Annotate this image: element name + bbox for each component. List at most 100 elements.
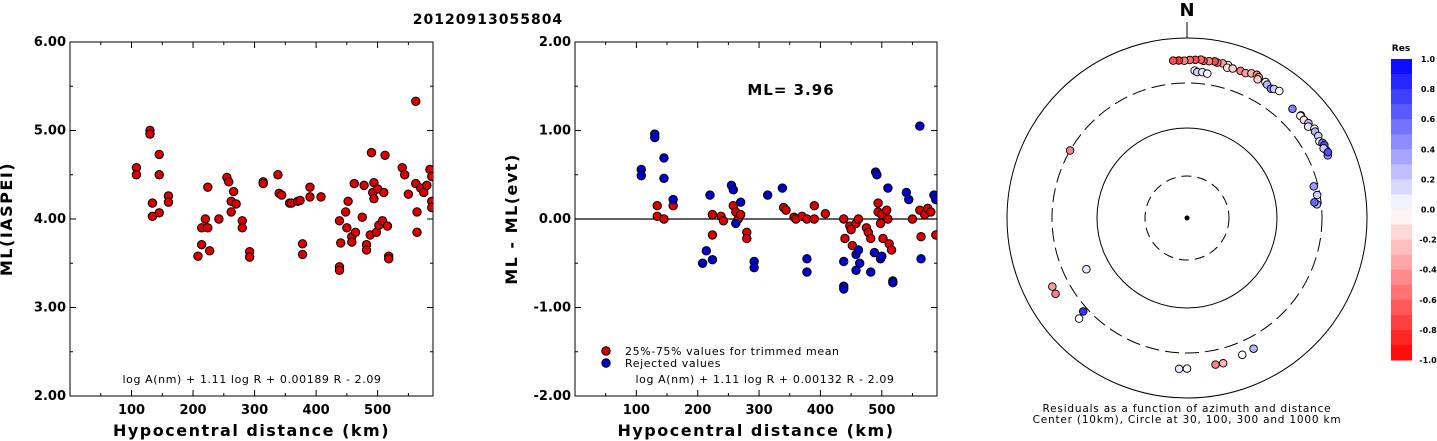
data-point (652, 201, 662, 211)
data-point (866, 267, 876, 277)
colorbar-segment (1391, 134, 1412, 150)
y-tick-label: 6.00 (34, 35, 66, 50)
colorbar-label: -0.2 (1419, 236, 1437, 245)
station-residual-point (1048, 282, 1057, 291)
data-point (735, 197, 746, 207)
data-point (904, 194, 914, 205)
data-point (907, 214, 918, 224)
y-axis-label: ML - ML(evt) (502, 153, 521, 285)
colorbar-segment (1391, 344, 1412, 361)
data-point (336, 238, 346, 248)
data-point (154, 149, 164, 160)
data-point (273, 170, 283, 180)
data-point (873, 198, 883, 208)
colorbar-label: -0.4 (1419, 266, 1437, 275)
y-tick-label: -1.00 (534, 301, 571, 316)
data-point (872, 170, 882, 180)
data-point (147, 198, 158, 208)
data-point (707, 230, 718, 240)
azimuth-residual-panel: N Residuals as a function of azimuth and … (1006, 0, 1368, 426)
station-residual-point (1182, 364, 1192, 373)
data-points (131, 96, 433, 276)
data-point (224, 177, 234, 187)
data-point (659, 214, 669, 224)
data-point (343, 196, 353, 207)
y-tick-label: 4.00 (34, 212, 66, 227)
data-point (705, 190, 715, 200)
data-point (297, 249, 308, 260)
data-point (777, 183, 788, 193)
data-point (839, 284, 849, 294)
data-point (295, 195, 305, 206)
x-tick-label: 400 (807, 403, 834, 418)
data-point (427, 171, 433, 182)
data-point (916, 232, 926, 242)
colorbar-label: 0.6 (1421, 115, 1436, 124)
data-point (809, 201, 819, 211)
colorbar-segment (1391, 194, 1412, 210)
station-residual-point (1051, 289, 1060, 299)
data-point (742, 233, 752, 244)
data-points (636, 121, 937, 294)
data-point (926, 207, 936, 217)
colorbar-segment (1391, 59, 1412, 75)
station-residual-point (1312, 190, 1322, 200)
data-point (853, 245, 864, 255)
event-magnitude-annotation: ML= 3.96 (747, 81, 834, 99)
magnitude-formula: log A(nm) + 1.11 log R + 0.00189 R - 2.0… (122, 373, 381, 386)
data-point (350, 227, 361, 237)
polar-caption-line1: Residuals as a function of azimuth and d… (1043, 403, 1332, 415)
colorbar-label: -1.0 (1419, 356, 1437, 365)
data-point (379, 187, 389, 198)
y-tick-label: 0.00 (539, 212, 571, 227)
colorbar-label: 0.4 (1421, 145, 1436, 154)
colorbar-label: 0.2 (1421, 175, 1435, 184)
residual-vs-distance-panel: 100 200 300 400 500 2.00 1.00 0.00 -1.00 -2.00 Hyp… (502, 35, 938, 440)
data-point (749, 262, 759, 273)
station-residual-point (1078, 307, 1088, 316)
colorbar-segment (1391, 314, 1412, 331)
data-point (403, 189, 414, 199)
station-residual-point (1218, 359, 1228, 368)
data-point (839, 214, 849, 224)
data-point (361, 245, 372, 255)
colorbar-segment (1391, 269, 1412, 286)
x-tick-label: 200 (179, 403, 206, 418)
data-point (883, 183, 893, 193)
data-point (931, 230, 937, 240)
x-tick-label: 300 (241, 403, 268, 418)
ml-vs-distance-panel: 100 200 300 400 500 6.00 5.00 4.00 3.00 2.00 Hypoc… (0, 35, 434, 440)
data-point (334, 216, 345, 226)
data-point (276, 190, 287, 200)
data-point (820, 208, 831, 219)
colorbar-segment (1391, 149, 1412, 165)
data-point (881, 205, 892, 215)
data-point (347, 237, 357, 247)
data-point (316, 192, 326, 202)
data-point (888, 278, 898, 288)
data-point (877, 251, 887, 261)
data-point (411, 96, 421, 106)
station-residual-point (1228, 64, 1237, 73)
legend-marker (601, 358, 611, 368)
colorbar-label: -0.8 (1419, 326, 1437, 335)
station-residual-point (1174, 364, 1184, 374)
station-residual-point (1203, 69, 1212, 78)
data-point (342, 223, 352, 233)
data-point (659, 173, 669, 183)
data-point (154, 170, 164, 180)
x-tick-label: 200 (684, 403, 711, 418)
polar-caption-line2: Center (10km), Circle at 30, 100, 300 an… (1033, 414, 1342, 426)
data-point (196, 239, 207, 250)
station-residual-point (1275, 86, 1284, 96)
colorbar-segment (1391, 179, 1412, 195)
data-point (154, 208, 164, 218)
data-point (226, 207, 236, 217)
data-point (359, 180, 369, 191)
data-point (163, 197, 174, 207)
data-point (701, 246, 712, 256)
data-point (875, 218, 886, 229)
data-point (853, 214, 864, 224)
x-tick-label: 100 (118, 403, 145, 418)
data-point (412, 207, 422, 217)
